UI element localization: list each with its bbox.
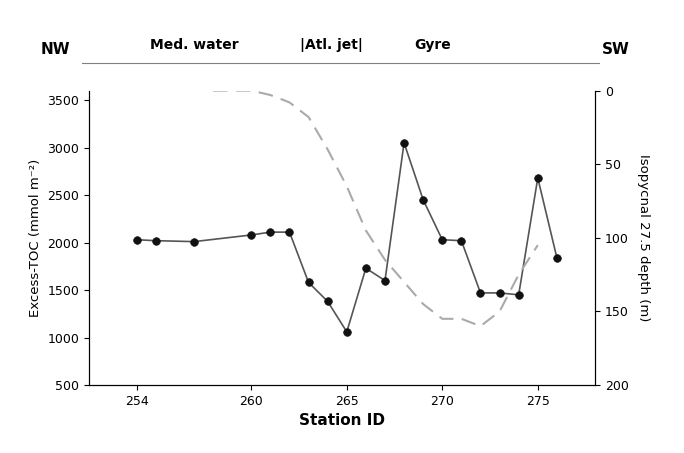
Text: SW: SW	[602, 42, 630, 58]
Text: Med. water: Med. water	[150, 39, 238, 52]
X-axis label: Station ID: Station ID	[299, 413, 385, 429]
Text: |Atl. jet|: |Atl. jet|	[300, 39, 363, 52]
Text: Gyre: Gyre	[415, 39, 451, 52]
Y-axis label: Isopycnal 27.5 depth (m): Isopycnal 27.5 depth (m)	[637, 154, 650, 322]
Text: NW: NW	[41, 42, 70, 58]
Y-axis label: Excess-TOC (mmol m⁻²): Excess-TOC (mmol m⁻²)	[29, 159, 42, 317]
